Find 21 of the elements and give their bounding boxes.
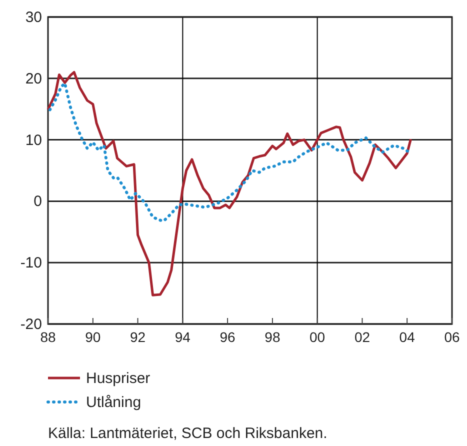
legend-label: Utlåning <box>86 394 142 411</box>
x-tick-label: 04 <box>399 329 416 345</box>
x-tick-label: 90 <box>85 329 101 345</box>
x-tick-label: 96 <box>220 329 236 345</box>
y-tick-label: -10 <box>20 254 42 272</box>
line-series <box>48 82 410 222</box>
y-tick-label: 30 <box>25 9 42 26</box>
x-tick-label: 88 <box>40 329 56 345</box>
y-tick-label: -20 <box>20 316 42 333</box>
x-tick-label: 00 <box>310 329 326 345</box>
line-series <box>46 71 412 296</box>
legend-label: Huspriser <box>86 370 150 387</box>
x-tick-label: 06 <box>444 329 460 345</box>
y-tick-label: 10 <box>25 132 42 149</box>
x-tick-label: 94 <box>174 329 191 345</box>
y-tick-label: 0 <box>34 193 42 210</box>
y-tick-label: 20 <box>25 70 42 88</box>
x-tick-label: 02 <box>354 329 370 345</box>
x-tick-label: 92 <box>130 329 146 345</box>
x-tick-label: 98 <box>264 329 280 345</box>
text: Källa: Lantmäteriet, SCB och Riksbanken. <box>48 425 328 442</box>
